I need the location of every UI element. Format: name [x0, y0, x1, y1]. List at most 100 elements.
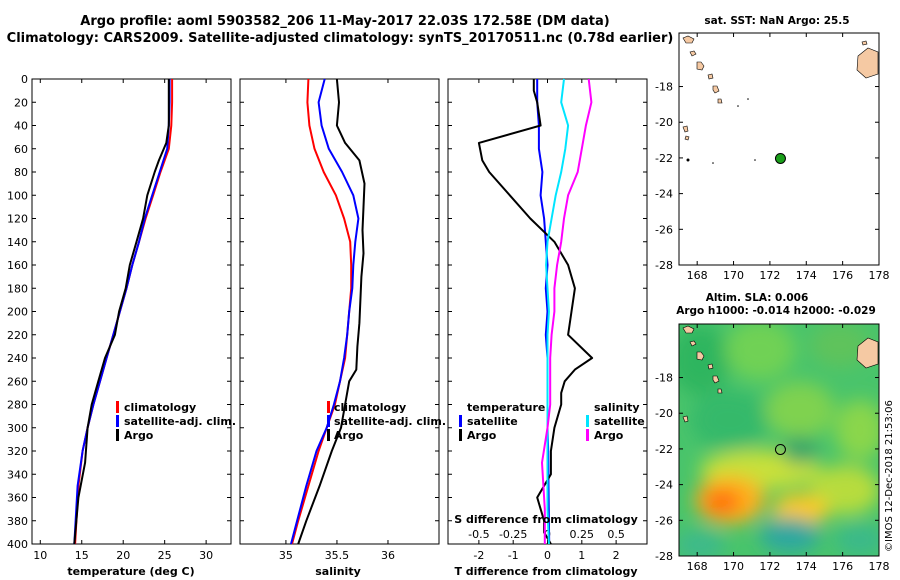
- sst-map-dots: [686, 98, 756, 164]
- difference-profile-panel: -2 -1 0 1 2 -0.5 -0.25 0 0.25 0.5: [447, 78, 648, 562]
- map-lat-label: -28: [655, 550, 673, 563]
- depth-tick-label: 0: [21, 73, 28, 86]
- sla-map-land: [682, 325, 879, 423]
- map-axes: 168 170 172 174 176 178 -18 -20 -22 -24 -26 -28 168 1…: [655, 33, 890, 573]
- argo-position-ring: [774, 443, 786, 455]
- legend-swatch-t-argo: [459, 429, 462, 441]
- legend-climatology: climatology: [124, 401, 196, 414]
- sla-map: [678, 323, 880, 557]
- x-tick-label: -1: [508, 549, 519, 562]
- legend-swatch-climatology: [327, 401, 330, 413]
- salinity-profile-panel: 35 35.5 36: [239, 78, 440, 562]
- legend-swatch-climatology: [116, 401, 119, 413]
- s-diff-tick-label: 0: [544, 528, 551, 541]
- plot-frame: [31, 78, 232, 545]
- legend-swatch-s-argo: [586, 429, 589, 441]
- depth-tick-label: 160: [7, 259, 28, 272]
- depth-tick-label: 320: [7, 445, 28, 458]
- map-lat-label: -18: [655, 372, 673, 385]
- depth-tick-label: 100: [7, 189, 28, 202]
- sla-map-field: [679, 324, 879, 556]
- x-tick-label: 20: [116, 549, 130, 562]
- depth-tick-label: 280: [7, 399, 28, 412]
- legend-temperature-heading: temperature: [467, 401, 545, 414]
- legend-swatch-t-satellite: [459, 415, 462, 427]
- sla-map-title: Altim. SLA: 0.006: [706, 292, 809, 304]
- x-tick-label: 1: [578, 549, 585, 562]
- legend-swatch-satellite: [116, 415, 119, 427]
- depth-tick-label: 60: [14, 143, 28, 156]
- depth-tick-label: 400: [7, 538, 28, 551]
- depth-tick-label: 260: [7, 375, 28, 388]
- map-lat-label: -22: [655, 443, 673, 456]
- map-lon-label: 172: [759, 269, 780, 282]
- x-tick-label: 10: [33, 549, 47, 562]
- depth-tick-label: 240: [7, 352, 28, 365]
- map-lon-label: 174: [796, 269, 817, 282]
- depth-tick-label: 360: [7, 492, 28, 505]
- sst-map-land: [682, 35, 879, 141]
- map-lat-label: -26: [655, 514, 673, 527]
- s-diff-tick-label: 0.5: [607, 528, 625, 541]
- map-lat-label: -20: [655, 407, 673, 420]
- x-tick-label: 35.5: [325, 549, 350, 562]
- legend-satellite-adj: satellite-adj. clim.: [334, 415, 446, 428]
- series-line-s-satellite: [545, 78, 570, 545]
- map-lon-label: 170: [723, 560, 744, 573]
- series-line-s-argo: [541, 78, 593, 544]
- difference-legend-temperature: temperature satellite Argo: [459, 401, 545, 442]
- legend-salinity-heading: salinity: [594, 401, 640, 414]
- map-lat-label: -18: [655, 81, 673, 94]
- map-lon-label: 170: [723, 269, 744, 282]
- map-lat-label: -26: [655, 223, 673, 236]
- legend-swatch-argo: [327, 429, 330, 441]
- depth-tick-label: 20: [14, 96, 28, 109]
- s-diff-tick-label: 0.25: [570, 528, 595, 541]
- x-tick-label: 35: [279, 549, 293, 562]
- s-diff-tick-label: -0.5: [468, 528, 489, 541]
- x-tick-label: 36: [381, 549, 395, 562]
- depth-tick-label: 380: [7, 515, 28, 528]
- temperature-axis-label: temperature (deg C): [67, 565, 194, 578]
- map-lon-label: 178: [869, 560, 890, 573]
- map-lon-label: 168: [687, 269, 708, 282]
- map-lon-label: 168: [687, 560, 708, 573]
- map-lon-label: 178: [869, 269, 890, 282]
- series-line-argo: [297, 78, 366, 545]
- sla-map-frame: [678, 323, 880, 557]
- salinity-legend: climatology satellite-adj. clim. Argo: [327, 401, 446, 442]
- legend-satellite-adj: satellite-adj. clim.: [124, 415, 236, 428]
- legend-argo: Argo: [334, 429, 364, 442]
- series-line-t-argo: [477, 79, 594, 545]
- series-line-argo: [73, 79, 170, 545]
- s-diff-tick-label: -0.25: [499, 528, 527, 541]
- x-tick-label: 2: [613, 549, 620, 562]
- depth-tick-label: 300: [7, 422, 28, 435]
- s-difference-axis-label: S difference from climatology: [454, 513, 638, 526]
- depth-tick-label: 40: [14, 120, 28, 133]
- map-lon-label: 176: [832, 560, 853, 573]
- depth-tick-label: 140: [7, 236, 28, 249]
- temperature-legend: climatology satellite-adj. clim. Argo: [116, 401, 236, 442]
- depth-tick-label: 80: [14, 166, 28, 179]
- legend-climatology: climatology: [334, 401, 406, 414]
- x-tick-label: 30: [199, 549, 213, 562]
- x-tick-label: 15: [75, 549, 89, 562]
- map-lat-label: -24: [655, 479, 673, 492]
- legend-argo: Argo: [124, 429, 154, 442]
- sla-map-subtitle: Argo h1000: -0.014 h2000: -0.029: [676, 305, 876, 317]
- depth-tick-label: 120: [7, 213, 28, 226]
- imos-timestamp: ©IMOS 12-Dec-2018 21:53:06: [884, 400, 895, 552]
- depth-tick-label: 220: [7, 329, 28, 342]
- legend-swatch-s-satellite: [586, 415, 589, 427]
- x-tick-label: 25: [158, 549, 172, 562]
- x-tick-label: 0: [544, 549, 551, 562]
- legend-s-satellite: satellite: [594, 415, 645, 428]
- depth-tick-label: 340: [7, 468, 28, 481]
- legend-s-argo: Argo: [594, 429, 624, 442]
- map-lat-label: -20: [655, 116, 673, 129]
- sst-map-frame: [678, 32, 880, 266]
- map-lon-label: 172: [759, 560, 780, 573]
- profile-title-line1: Argo profile: aoml 5903582_206 11-May-20…: [80, 14, 609, 29]
